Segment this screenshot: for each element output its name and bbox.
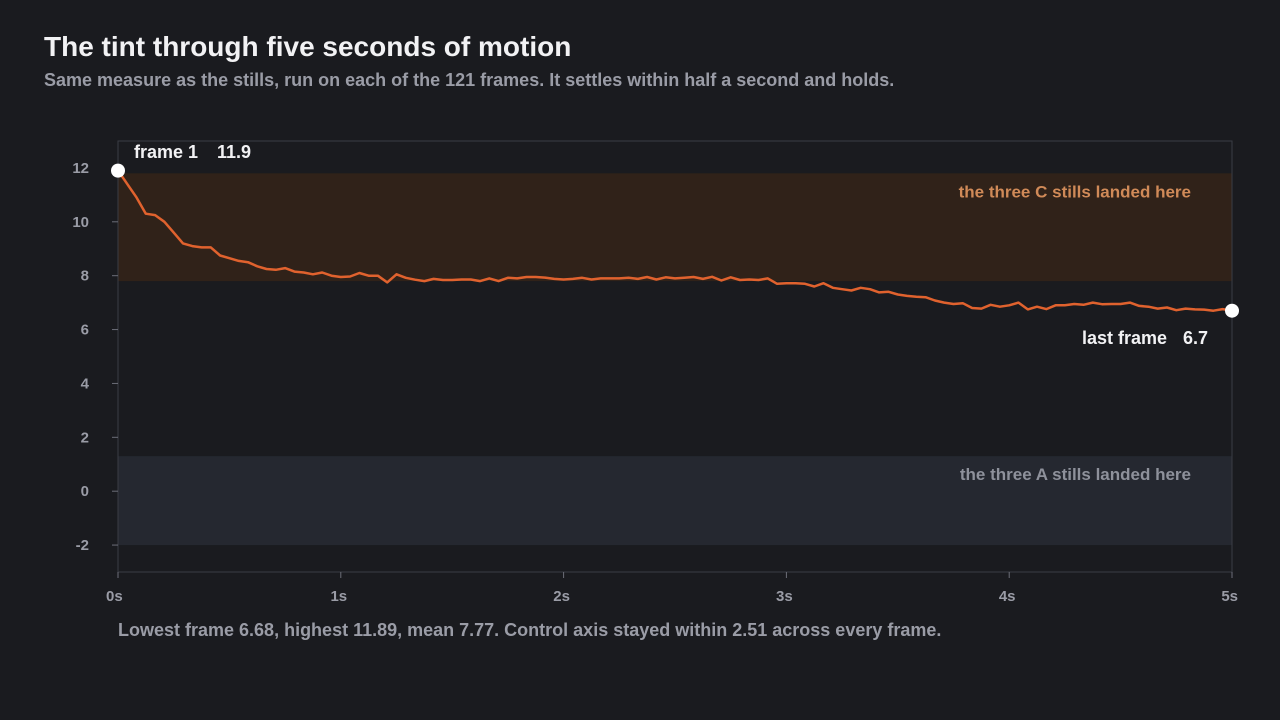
x-tick-label: 0s [106, 588, 123, 605]
x-tick-label: 2s [553, 588, 570, 605]
first-frame-label: frame 1 [134, 142, 198, 162]
series-layer [116, 169, 1234, 312]
annotation-layer: frame 1 11.9 last frame 6.7 [111, 142, 1239, 348]
first-frame-marker [111, 163, 125, 178]
last-frame-label: last frame [1082, 328, 1167, 348]
chart-title: The tint through five seconds of motion [44, 31, 572, 62]
band-c-stills [118, 173, 1232, 282]
x-tick-label: 4s [999, 588, 1016, 605]
chart-footnote: Lowest frame 6.68, highest 11.89, mean 7… [118, 620, 942, 640]
band-label-c-stills: the three C stills landed here [959, 182, 1191, 201]
chart-subtitle: Same measure as the stills, run on each … [44, 70, 895, 90]
y-tick-label: 8 [81, 268, 89, 285]
axes-layer: 12 10 8 6 4 2 0 -2 0s 1s 2s 3s 4s 5s [72, 140, 1238, 605]
y-tick-label: 4 [81, 375, 90, 392]
x-tick-label: 1s [330, 588, 347, 605]
last-frame-marker [1225, 303, 1239, 318]
plot-frame [117, 140, 1233, 573]
band-label-a-stills: the three A stills landed here [960, 465, 1191, 484]
band-layer: the three C stills landed here the three … [118, 173, 1232, 546]
x-tick-label: 5s [1221, 588, 1238, 605]
band-a-stills [118, 456, 1232, 546]
first-frame-value: 11.9 [217, 142, 251, 162]
y-tick-label: 0 [81, 483, 89, 500]
last-frame-value: 6.7 [1183, 328, 1208, 348]
y-tick-label: 2 [81, 429, 89, 446]
y-tick-label: -2 [76, 537, 89, 554]
series-line [116, 169, 1234, 312]
y-tick-label: 6 [81, 322, 89, 339]
x-tick-label: 3s [776, 588, 793, 605]
y-tick-label: 12 [72, 160, 89, 177]
y-tick-label: 10 [72, 214, 89, 231]
